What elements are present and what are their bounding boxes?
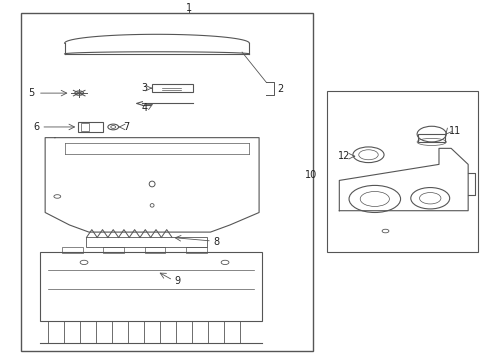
Text: 7: 7	[122, 122, 129, 132]
Text: 3: 3	[141, 83, 147, 93]
Text: 8: 8	[212, 237, 219, 247]
Text: 2: 2	[277, 84, 283, 94]
Bar	[152, 84, 193, 92]
Text: 10: 10	[305, 170, 317, 180]
Bar	[62, 247, 82, 253]
Bar	[417, 134, 445, 142]
Bar	[186, 247, 206, 253]
Bar	[326, 91, 477, 252]
Text: 12: 12	[337, 151, 350, 161]
Bar	[86, 238, 206, 247]
Text: 6: 6	[33, 122, 39, 132]
Bar	[21, 13, 312, 351]
Text: 9: 9	[174, 276, 180, 286]
Bar	[40, 252, 261, 321]
Bar	[78, 122, 103, 132]
Text: 5: 5	[28, 88, 34, 98]
Text: 1: 1	[185, 3, 191, 13]
Text: 4: 4	[141, 103, 147, 113]
Text: 11: 11	[448, 126, 460, 136]
Bar	[81, 123, 89, 131]
Bar	[103, 247, 123, 253]
Bar	[144, 247, 165, 253]
